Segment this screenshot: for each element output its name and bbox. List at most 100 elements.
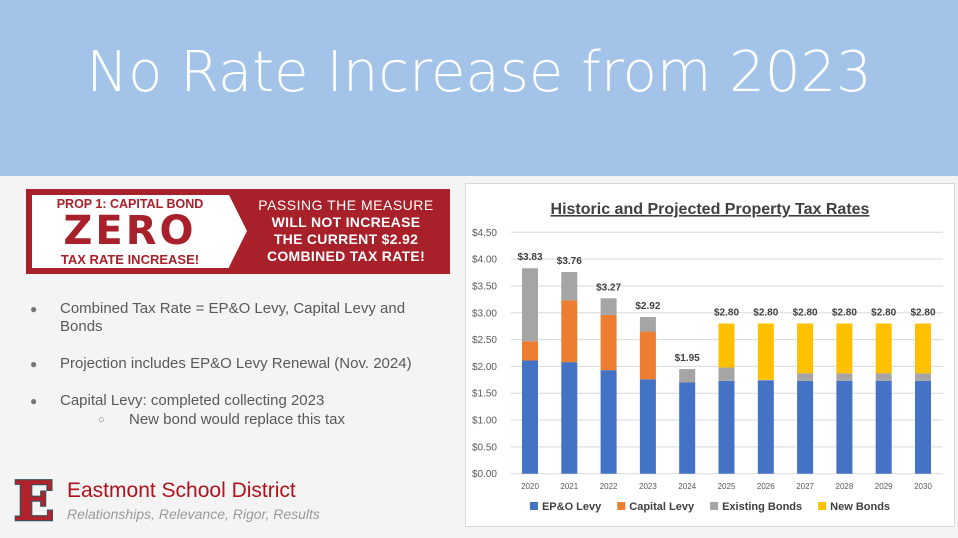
bar-total-label: $2.80 — [753, 307, 778, 318]
bar-segment-ep-o-levy — [522, 360, 538, 474]
y-tick-label: $4.50 — [472, 228, 497, 239]
sub-bullet-text: New bond would replace this tax — [129, 411, 345, 428]
x-tick-label: 2025 — [718, 482, 736, 491]
bullet-item: ● Combined Tax Rate = EP&O Levy, Capital … — [30, 300, 450, 336]
org-tagline: Relationships, Relevance, Rigor, Results — [67, 506, 320, 522]
bar-total-label: $2.80 — [793, 307, 818, 318]
banner-line-4: COMBINED TAX RATE! — [266, 248, 426, 264]
org-name: Eastmont School District — [67, 479, 296, 502]
bar-segment-new-bonds — [718, 323, 735, 368]
x-tick-label: 2028 — [836, 482, 854, 491]
bar-segment-capital-levy — [561, 300, 578, 363]
banner-prop-text: PROP 1: CAPITAL BOND — [56, 197, 204, 211]
bar-segment-existing-bonds — [639, 317, 656, 332]
bar-segment-existing-bonds — [522, 268, 538, 342]
x-tick-label: 2024 — [678, 482, 696, 491]
bar-total-label: $1.95 — [675, 353, 700, 364]
bar-segment-ep-o-levy — [600, 370, 617, 474]
x-tick-label: 2020 — [521, 482, 539, 491]
bar-total-label: $3.76 — [557, 256, 582, 267]
y-tick-label: $3.50 — [472, 281, 497, 292]
bar-segment-ep-o-levy — [679, 382, 696, 474]
bar-total-label: $2.80 — [910, 307, 935, 318]
banner-line-2: WILL NOT INCREASE — [271, 214, 421, 230]
x-tick-label: 2023 — [639, 482, 657, 491]
y-tick-label: $0.00 — [472, 469, 497, 480]
y-tick-label: $3.00 — [472, 308, 497, 319]
banner-right-text: PASSING THE MEASURE WILL NOT INCREASE TH… — [248, 197, 444, 265]
bar-segment-new-bonds — [757, 323, 774, 380]
bullet-item: ● Capital Levy: completed collecting 2023… — [30, 392, 450, 429]
bar-total-label: $3.83 — [517, 252, 542, 263]
sub-bullet-item: ○ New bond would replace this tax — [30, 411, 450, 429]
bar-segment-new-bonds — [836, 323, 853, 374]
bar-segment-ep-o-levy — [797, 380, 814, 474]
banner-tax-rate-text: TAX RATE INCREASE! — [60, 252, 200, 267]
legend-swatch — [710, 502, 719, 510]
bar-segment-capital-levy — [522, 341, 538, 361]
y-tick-label: $4.00 — [472, 255, 497, 266]
bullet-icon: ● — [30, 302, 38, 316]
x-tick-label: 2027 — [796, 482, 814, 491]
bar-segment-existing-bonds — [561, 271, 578, 301]
bar-segment-ep-o-levy — [639, 379, 656, 474]
bar-segment-ep-o-levy — [875, 380, 892, 474]
bar-total-label: $3.27 — [596, 282, 621, 293]
y-tick-label: $1.50 — [472, 389, 497, 400]
prop1-banner: PROP 1: CAPITAL BOND ZERO TAX RATE INCRE… — [26, 189, 450, 274]
hollow-bullet-icon: ○ — [98, 414, 105, 426]
bar-total-label: $2.92 — [635, 301, 660, 312]
header-band: No Rate Increase from 2023 — [0, 0, 958, 176]
bar-segment-capital-levy — [600, 314, 617, 371]
bar-segment-existing-bonds — [875, 373, 892, 381]
bar-segment-ep-o-levy — [561, 362, 578, 474]
bar-total-label: $2.80 — [832, 307, 857, 318]
x-tick-label: 2026 — [757, 482, 775, 491]
bar-segment-new-bonds — [915, 323, 931, 374]
banner-arrow-shape — [229, 195, 247, 267]
bar-segment-new-bonds — [797, 323, 814, 374]
bullet-list: ● Combined Tax Rate = EP&O Levy, Capital … — [30, 300, 450, 448]
legend-swatch — [529, 502, 538, 510]
district-logo: E — [12, 474, 56, 524]
banner-line-3: THE CURRENT $2.92 — [273, 231, 419, 247]
bullet-text: Capital Levy: completed collecting 2023 — [60, 392, 325, 409]
slide-title: No Rate Increase from 2023 — [86, 40, 872, 105]
chart-panel — [465, 183, 955, 527]
x-tick-label: 2022 — [600, 482, 618, 491]
bullet-item: ● Projection includes EP&O Levy Renewal (… — [30, 355, 450, 373]
y-tick-label: $2.00 — [472, 362, 497, 373]
bullet-icon: ● — [30, 394, 38, 408]
banner-left-panel: PROP 1: CAPITAL BOND ZERO TAX RATE INCRE… — [32, 195, 229, 268]
y-tick-label: $2.50 — [472, 335, 497, 346]
legend-label: Existing Bonds — [722, 501, 802, 513]
bar-segment-ep-o-levy — [718, 380, 735, 474]
bar-segment-existing-bonds — [679, 369, 696, 383]
bar-segment-existing-bonds — [836, 373, 853, 381]
legend-label: New Bonds — [830, 501, 890, 513]
legend-swatch — [818, 502, 827, 510]
bar-segment-existing-bonds — [600, 298, 617, 315]
bar-total-label: $2.80 — [871, 307, 896, 318]
banner-line-1: PASSING THE MEASURE — [258, 197, 434, 213]
bar-segment-new-bonds — [875, 323, 892, 374]
legend-label: Capital Levy — [629, 501, 695, 513]
bullet-text: Projection includes EP&O Levy Renewal (N… — [60, 355, 412, 372]
bullet-icon: ● — [30, 357, 38, 371]
bar-segment-existing-bonds — [915, 373, 931, 381]
bar-segment-existing-bonds — [797, 373, 814, 381]
banner-zero-text: ZERO — [63, 208, 197, 254]
x-tick-label: 2029 — [875, 482, 893, 491]
bar-segment-ep-o-levy — [915, 380, 931, 474]
chart-title: Historic and Projected Property Tax Rate… — [551, 201, 870, 218]
bar-total-label: $2.80 — [714, 307, 739, 318]
svg-text:E: E — [13, 474, 54, 524]
bar-segment-ep-o-levy — [757, 380, 774, 474]
bar-segment-ep-o-levy — [836, 380, 853, 474]
legend-swatch — [617, 502, 626, 510]
bullet-text: Combined Tax Rate = EP&O Levy, Capital L… — [60, 300, 406, 335]
y-tick-label: $1.00 — [472, 416, 497, 427]
tax-rate-chart: Historic and Projected Property Tax Rate… — [472, 201, 943, 513]
x-tick-label: 2030 — [914, 482, 932, 491]
bar-segment-existing-bonds — [757, 379, 774, 381]
